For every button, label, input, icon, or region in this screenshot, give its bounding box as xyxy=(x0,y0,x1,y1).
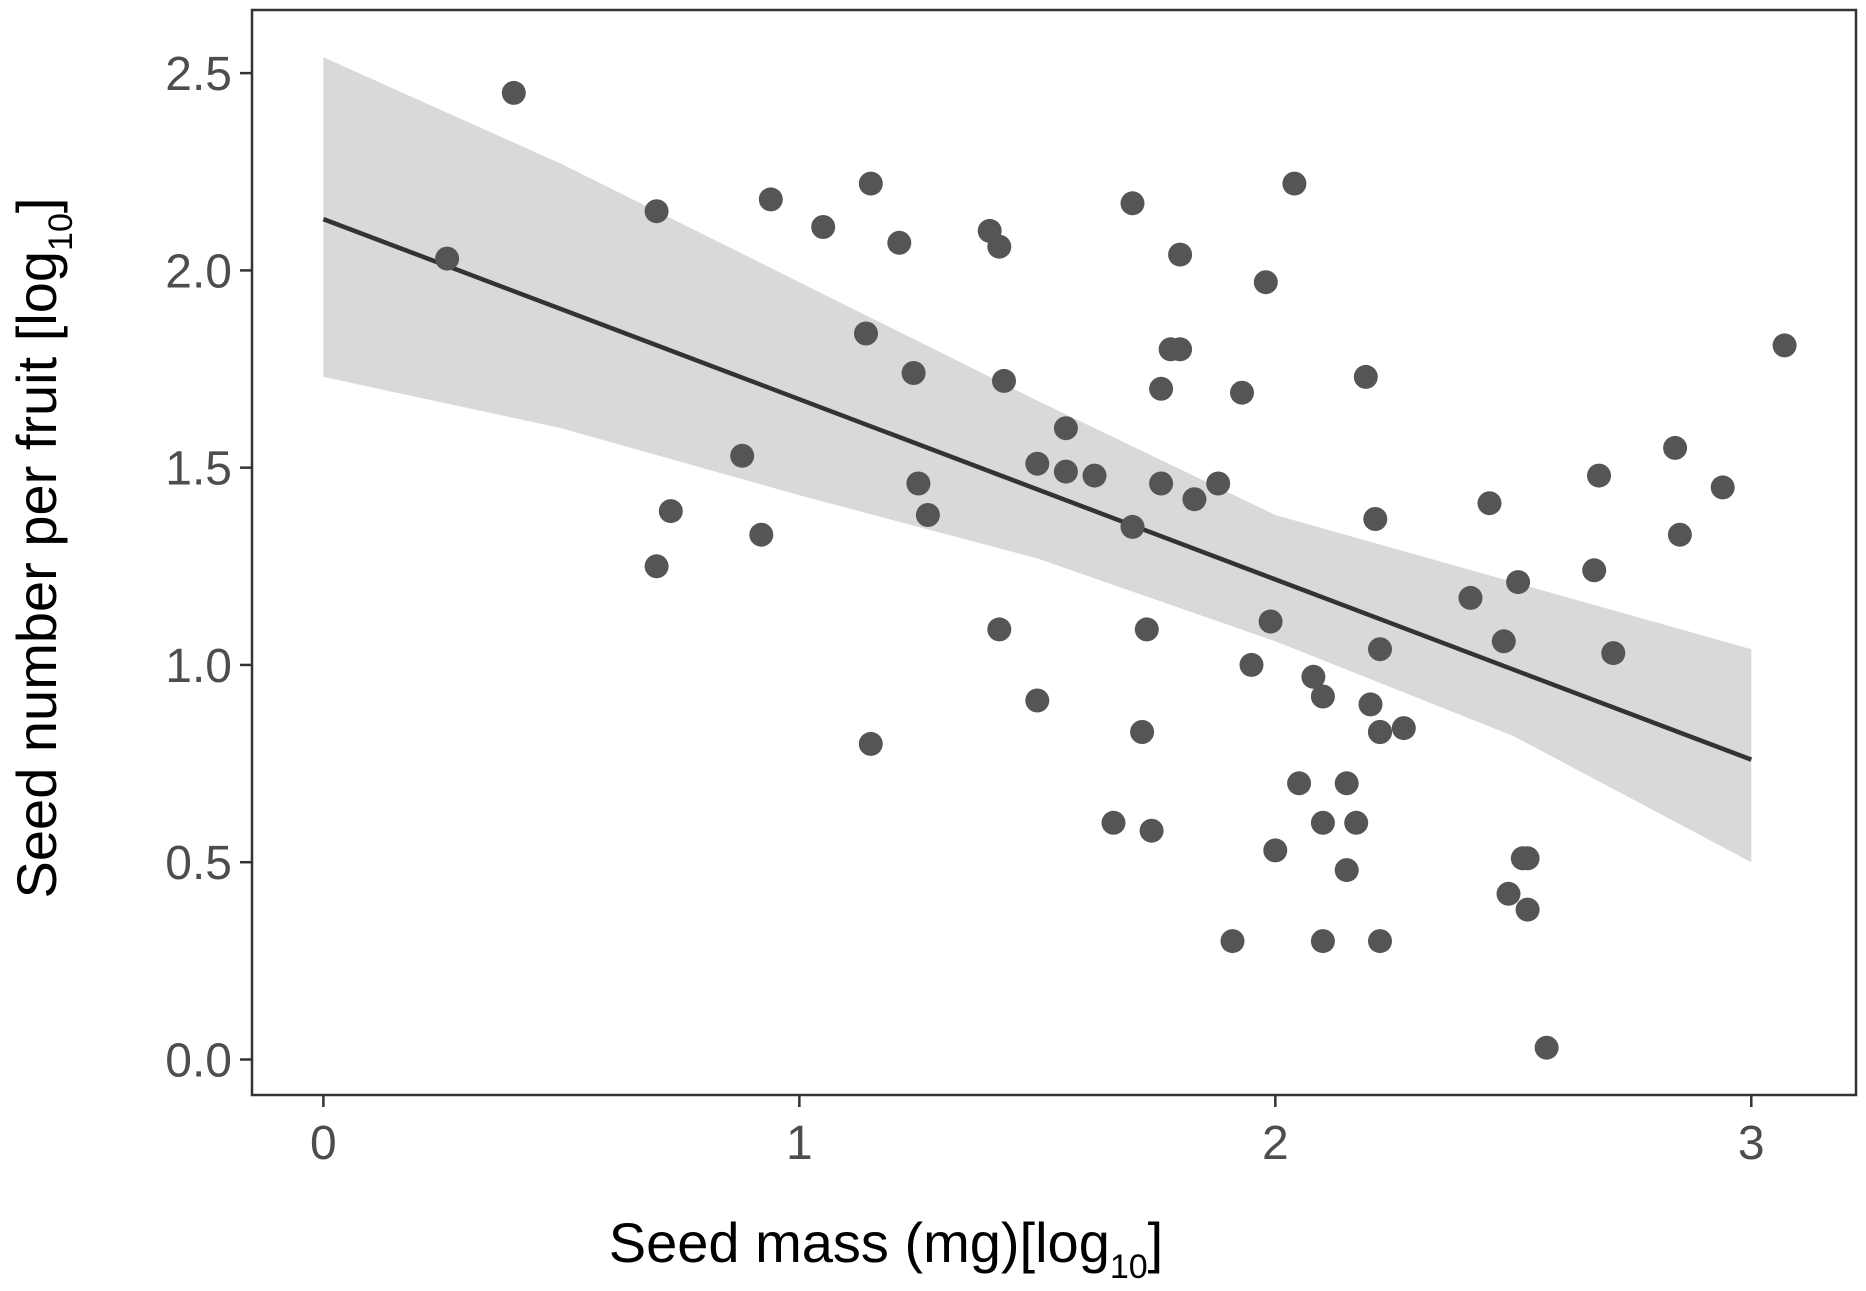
data-point xyxy=(1239,652,1264,677)
data-point xyxy=(1334,771,1359,796)
data-point xyxy=(811,215,836,239)
data-point xyxy=(1587,463,1611,488)
data-point xyxy=(435,246,460,271)
data-point xyxy=(1139,818,1164,843)
data-point xyxy=(992,368,1016,393)
data-point xyxy=(1130,720,1155,744)
data-point xyxy=(1220,929,1245,954)
x-tick-label: 0 xyxy=(310,1117,337,1170)
data-point xyxy=(1368,929,1392,954)
x-axis: 0 1 2 3 xyxy=(310,1095,1765,1170)
data-point xyxy=(1253,270,1278,295)
data-point xyxy=(749,522,774,547)
y-tick-label: 2.5 xyxy=(165,48,232,101)
y-tick-label: 0.0 xyxy=(165,1034,232,1087)
data-point xyxy=(1230,380,1254,405)
data-point xyxy=(1134,617,1159,642)
data-point xyxy=(1025,451,1050,476)
data-point xyxy=(1772,333,1797,358)
y-tick-label: 1.5 xyxy=(165,443,232,496)
data-point xyxy=(1353,364,1378,389)
data-point xyxy=(1582,558,1607,583)
data-point xyxy=(501,80,526,105)
data-point xyxy=(1363,507,1388,531)
data-point xyxy=(915,503,940,527)
data-point xyxy=(901,361,926,385)
y-axis-title-close: ] xyxy=(5,198,68,214)
data-point xyxy=(858,171,883,196)
data-point xyxy=(906,471,931,496)
regression-line xyxy=(322,217,1753,762)
data-point xyxy=(1515,846,1540,871)
y-axis-title: Seed number per fruit [log10] xyxy=(5,198,80,899)
data-point xyxy=(1334,858,1359,883)
data-point xyxy=(1515,897,1540,922)
data-point xyxy=(1301,664,1326,689)
data-point xyxy=(1206,471,1231,496)
data-point xyxy=(1368,637,1392,662)
data-point xyxy=(1368,720,1392,744)
data-point xyxy=(1149,376,1174,401)
data-point xyxy=(758,187,783,212)
data-point xyxy=(1053,459,1078,484)
data-point xyxy=(1282,171,1307,196)
data-point xyxy=(1310,810,1335,835)
data-point xyxy=(1491,629,1516,654)
data-point xyxy=(1149,471,1174,496)
data-point xyxy=(1506,570,1531,595)
y-axis-title-main: Seed number per fruit [log xyxy=(5,251,68,898)
data-point xyxy=(1082,463,1107,488)
x-axis-title-close: ] xyxy=(1148,1211,1164,1274)
data-point xyxy=(1168,337,1193,362)
x-axis-title-subscript: 10 xyxy=(1110,1248,1148,1286)
data-point xyxy=(1601,641,1626,666)
y-tick-label: 0.5 xyxy=(165,837,232,890)
data-point xyxy=(644,554,669,579)
data-point xyxy=(1458,585,1483,610)
x-axis-title-main: Seed mass (mg)[log xyxy=(609,1211,1110,1274)
data-point xyxy=(1053,416,1078,441)
data-point xyxy=(854,321,878,346)
y-axis-title-subscript: 10 xyxy=(42,213,80,251)
y-axis: 0.0 0.5 1.0 1.5 2.0 2.5 xyxy=(165,48,252,1087)
data-point xyxy=(1477,491,1502,516)
plot-frame xyxy=(250,8,1858,1097)
data-point xyxy=(858,731,883,756)
y-tick-label: 1.0 xyxy=(165,640,232,693)
data-point xyxy=(887,230,912,255)
data-point xyxy=(1120,514,1145,539)
data-point xyxy=(1391,716,1416,741)
data-point xyxy=(1667,522,1692,547)
data-point xyxy=(1534,1035,1559,1060)
data-point xyxy=(1182,487,1207,512)
data-point xyxy=(730,443,755,468)
data-point xyxy=(1287,771,1312,796)
x-axis-title: Seed mass (mg)[log10] xyxy=(609,1211,1163,1286)
fit-line-layer xyxy=(322,217,1753,762)
data-point xyxy=(1344,810,1369,835)
data-point xyxy=(1120,191,1145,216)
data-points-layer xyxy=(435,80,1797,1060)
data-point xyxy=(1025,688,1050,713)
data-point xyxy=(1258,609,1283,634)
data-point xyxy=(1263,838,1288,863)
x-tick-label: 3 xyxy=(1738,1117,1765,1170)
x-tick-label: 2 xyxy=(1262,1117,1289,1170)
data-point xyxy=(1496,881,1521,906)
data-point xyxy=(1310,684,1335,709)
data-point xyxy=(1101,810,1126,835)
data-point xyxy=(658,499,683,524)
data-point xyxy=(1168,242,1193,267)
data-point xyxy=(1663,435,1688,460)
data-point xyxy=(987,617,1012,642)
data-point xyxy=(1710,475,1735,500)
data-point xyxy=(1358,692,1383,717)
data-point xyxy=(987,234,1012,259)
x-tick-label: 1 xyxy=(786,1117,813,1170)
y-tick-label: 2.0 xyxy=(165,245,232,298)
data-point xyxy=(644,199,669,224)
data-point xyxy=(1310,929,1335,954)
